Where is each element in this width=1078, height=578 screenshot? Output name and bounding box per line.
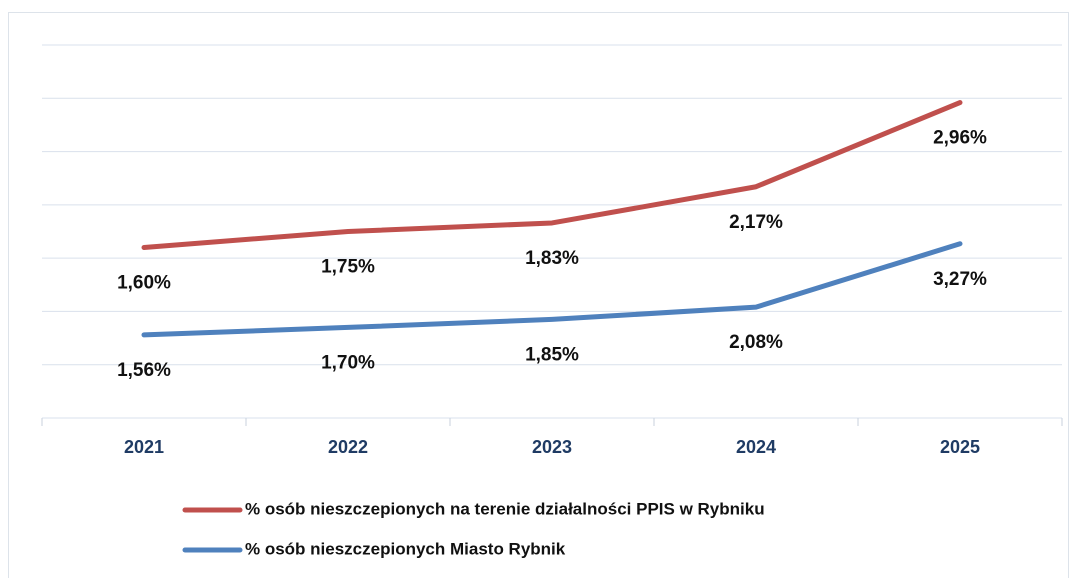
data-label: 1,75%: [321, 257, 375, 278]
x-tick-label: 2025: [940, 437, 980, 457]
data-label: 1,70%: [321, 352, 375, 373]
data-label: 1,83%: [525, 248, 579, 269]
legend-label: % osób nieszczepionych Miasto Rybnik: [245, 539, 566, 558]
chart-frame: [8, 12, 1069, 578]
data-label: 3,27%: [933, 269, 987, 290]
series-line: [141, 100, 963, 250]
x-tick-label: 2021: [124, 437, 164, 457]
x-tick-label: 2022: [328, 437, 368, 457]
data-label: 2,08%: [729, 332, 783, 353]
data-label: 1,60%: [117, 273, 171, 294]
x-tick-label: 2023: [532, 437, 572, 457]
data-label: 2,96%: [933, 128, 987, 149]
series-line: [141, 241, 963, 338]
data-label: 2,17%: [729, 212, 783, 233]
data-label: 1,56%: [117, 360, 171, 381]
data-label: 1,85%: [525, 344, 579, 365]
x-tick-label: 2024: [736, 437, 776, 457]
legend-label: % osób nieszczepionych na terenie działa…: [245, 499, 765, 518]
